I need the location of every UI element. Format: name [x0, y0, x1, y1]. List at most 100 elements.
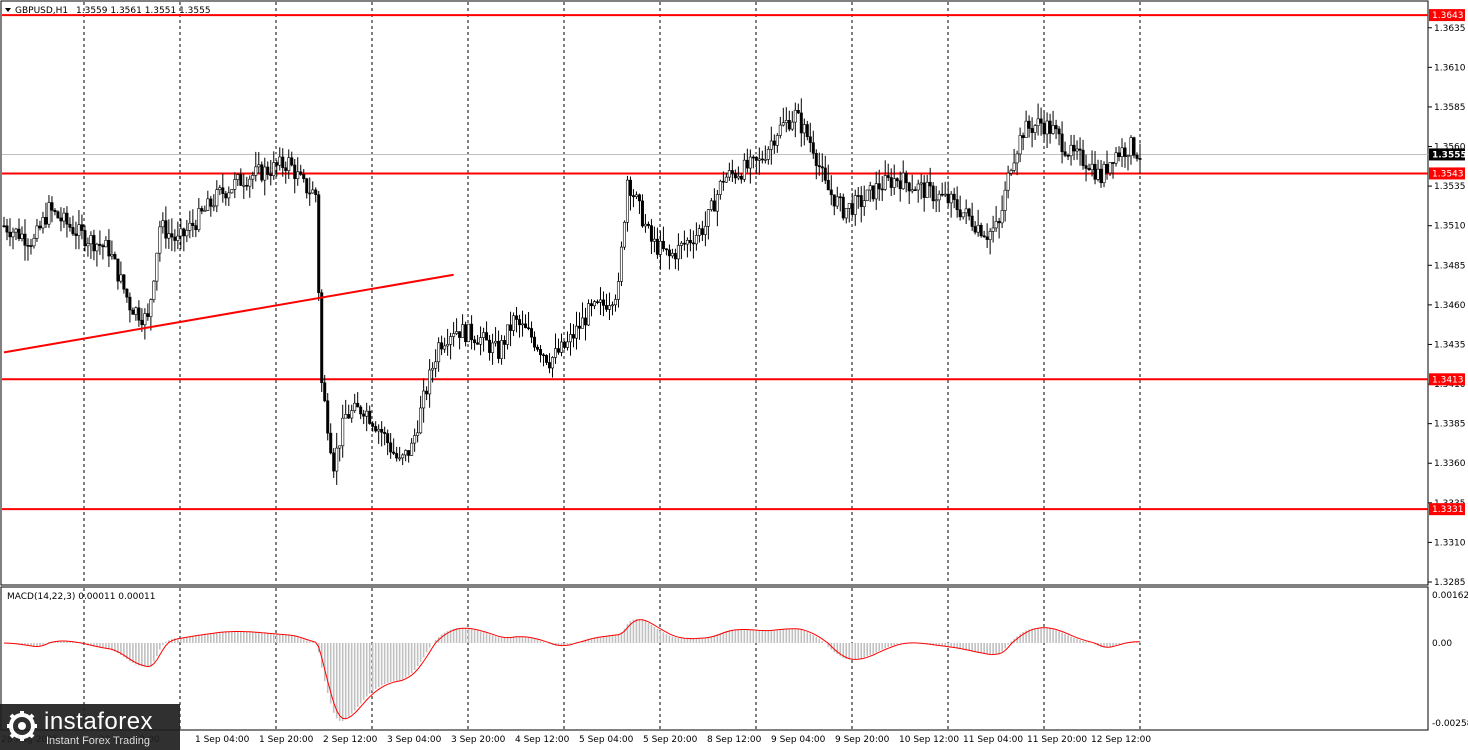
- level-price-label: 1.3331: [1432, 505, 1464, 515]
- candle-body: [308, 192, 312, 195]
- candle-body: [218, 187, 222, 190]
- y-tick-label: 1.3585: [1434, 103, 1466, 113]
- candle-body: [916, 183, 920, 191]
- candle-body: [871, 185, 875, 200]
- candle-body: [113, 254, 117, 260]
- candle-body: [1114, 152, 1118, 164]
- candle-body: [820, 166, 824, 169]
- candle-body: [197, 208, 201, 230]
- candle-body: [601, 299, 605, 306]
- candle-body: [889, 177, 893, 188]
- candle-body: [107, 240, 111, 257]
- candle-body: [503, 340, 507, 345]
- candle-body: [560, 341, 564, 353]
- candle-body: [431, 367, 435, 371]
- candle-body: [89, 235, 93, 245]
- candle-body: [1000, 210, 1004, 224]
- candle-body: [155, 252, 159, 282]
- candle-body: [494, 340, 498, 344]
- x-tick-label: 4 Sep 12:00: [515, 735, 570, 745]
- candle-body: [482, 332, 486, 338]
- candle-body: [53, 209, 57, 213]
- candle-body: [880, 188, 884, 191]
- y-tick-label: 1.3635: [1434, 24, 1466, 34]
- candle-body: [787, 120, 791, 130]
- candle-body: [47, 202, 51, 225]
- macd-panel: [0, 586, 1429, 731]
- macd-tick-bottom: -0.00258: [1432, 719, 1468, 729]
- candle-body: [314, 189, 318, 196]
- x-tick-label: 9 Sep 04:00: [771, 735, 826, 745]
- y-tick-label: 1.3535: [1434, 182, 1466, 192]
- x-tick-label: 11 Sep 20:00: [1027, 735, 1087, 745]
- candle-body: [1108, 162, 1112, 174]
- candle-body: [931, 185, 935, 202]
- candle-body: [817, 165, 821, 168]
- candle-body: [269, 174, 273, 176]
- candle-body: [530, 328, 534, 338]
- trendline[interactable]: [3, 273, 454, 354]
- candle-body: [742, 159, 746, 180]
- instaforex-watermark: instaforex Instant Forex Trading: [0, 704, 180, 750]
- candle-body: [655, 238, 659, 255]
- candle-body: [928, 181, 932, 187]
- candle-body: [161, 220, 165, 228]
- candle-body: [709, 200, 713, 210]
- price-tags: 1.3643 1.3543 1.3413 1.3331 1.3555: [1429, 9, 1467, 515]
- collapse-triangle-icon[interactable]: [5, 8, 11, 12]
- candle-body: [317, 194, 321, 293]
- candle-body: [2, 225, 6, 227]
- candle-body: [170, 233, 174, 238]
- candle-body: [38, 225, 42, 229]
- candle-body: [964, 208, 968, 214]
- candle-body: [335, 447, 339, 472]
- candle-body: [302, 174, 306, 180]
- candle-body: [1093, 163, 1097, 180]
- candle-body: [17, 228, 21, 239]
- candle-body: [14, 228, 18, 233]
- candle-body: [952, 193, 956, 200]
- candle-body: [68, 223, 72, 228]
- candle-body: [1117, 152, 1121, 157]
- candle-body: [988, 231, 992, 240]
- symbol-label: GBPUSD,H1: [15, 6, 68, 16]
- candle-body: [1081, 149, 1085, 166]
- candle-body: [946, 193, 950, 204]
- candle-body: [353, 402, 357, 411]
- candle-body: [1069, 144, 1073, 157]
- candle-body: [712, 200, 716, 212]
- candle-body: [844, 208, 848, 219]
- candle-body: [497, 340, 501, 359]
- candle-body: [416, 432, 420, 436]
- candle-body: [643, 223, 647, 227]
- candle-body: [551, 357, 555, 369]
- candle-body: [26, 245, 30, 247]
- candle-body: [428, 369, 432, 395]
- candle-body: [203, 210, 207, 212]
- candle-body: [179, 228, 183, 237]
- candle-body: [284, 167, 288, 171]
- candle-body: [766, 149, 770, 160]
- level-price-tag: [1429, 9, 1465, 22]
- candle-body: [1048, 120, 1052, 134]
- candle-body: [401, 454, 405, 459]
- candle-body: [11, 231, 15, 238]
- candle-body: [368, 410, 372, 424]
- candle-body: [83, 230, 87, 247]
- candle-body: [311, 189, 315, 194]
- candle-body: [206, 198, 210, 211]
- candle-body: [344, 414, 348, 419]
- candle-body: [1021, 135, 1025, 138]
- candle-body: [386, 433, 390, 444]
- candle-body: [356, 402, 360, 408]
- candle-body: [500, 340, 504, 359]
- brand-tagline: Instant Forex Trading: [46, 735, 150, 747]
- candle-body: [1132, 137, 1136, 156]
- candle-body: [149, 299, 153, 317]
- candle-body: [191, 222, 195, 226]
- candle-body: [751, 156, 755, 159]
- candle-body: [898, 180, 902, 190]
- candle-body: [910, 189, 914, 192]
- candle-body: [754, 156, 758, 161]
